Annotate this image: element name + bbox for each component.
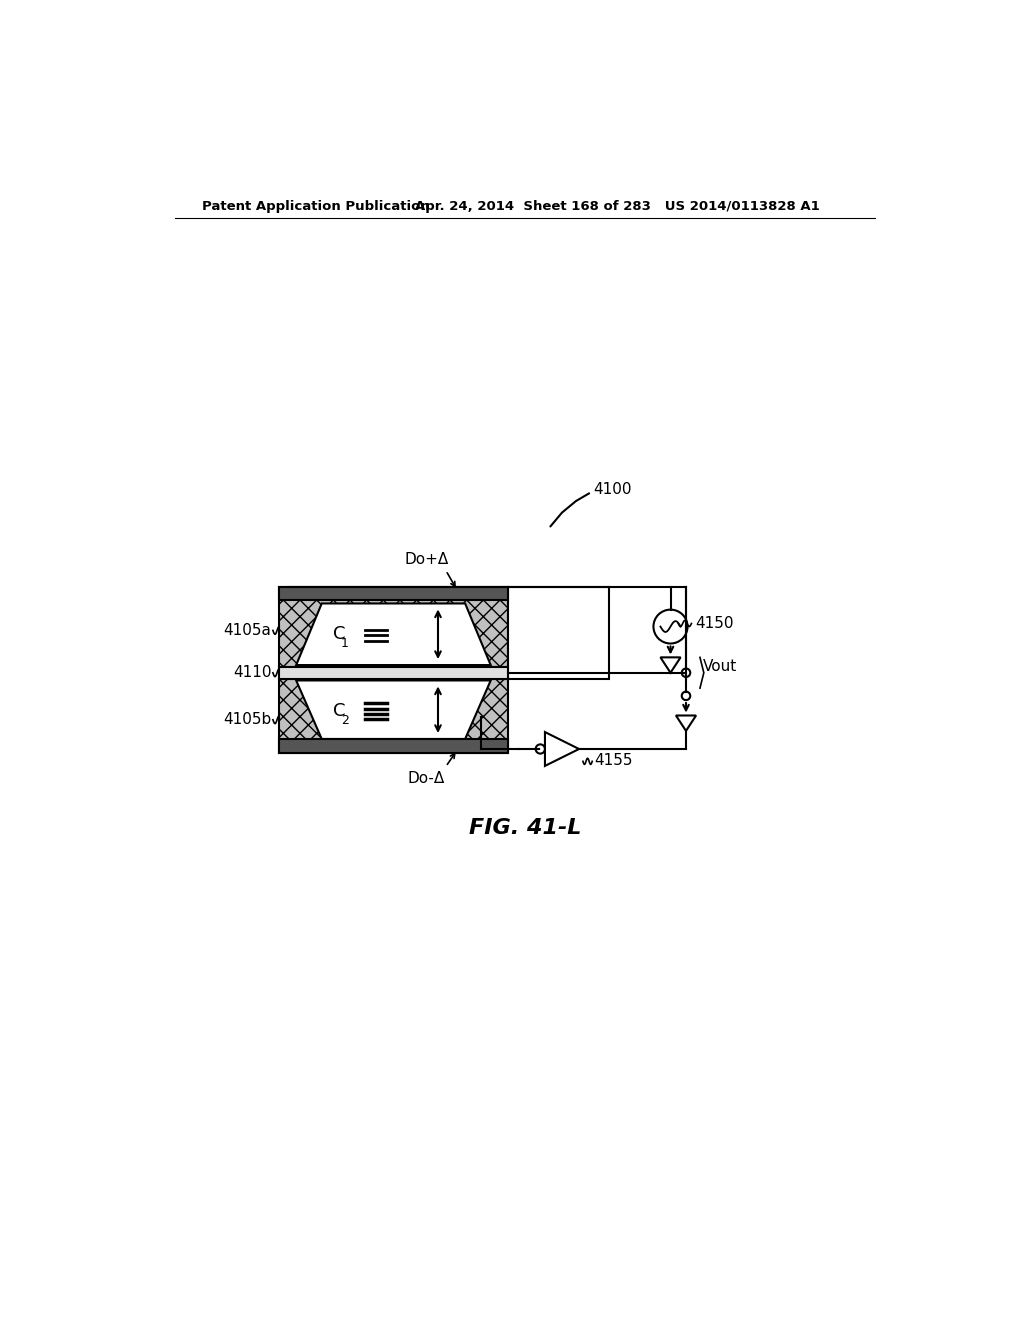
Text: 1: 1 bbox=[341, 638, 349, 649]
Text: Do+Δ: Do+Δ bbox=[404, 552, 449, 566]
Bar bbox=[280, 739, 508, 752]
Text: C: C bbox=[334, 626, 346, 643]
Polygon shape bbox=[296, 603, 490, 665]
Polygon shape bbox=[660, 657, 681, 673]
Text: 2: 2 bbox=[341, 714, 349, 727]
Bar bbox=[280, 678, 508, 752]
Text: C: C bbox=[334, 702, 346, 721]
Text: Vout: Vout bbox=[703, 659, 737, 675]
Polygon shape bbox=[676, 715, 696, 731]
Bar bbox=[280, 586, 508, 667]
Text: 4105a: 4105a bbox=[223, 623, 271, 638]
Text: 4110: 4110 bbox=[232, 665, 271, 680]
Text: Patent Application Publication: Patent Application Publication bbox=[202, 199, 429, 213]
Text: 4150: 4150 bbox=[695, 616, 734, 631]
Text: Do-Δ: Do-Δ bbox=[408, 771, 445, 785]
Text: 4155: 4155 bbox=[595, 752, 633, 768]
Text: 4105b: 4105b bbox=[223, 713, 271, 727]
Text: 4100: 4100 bbox=[593, 482, 632, 498]
Bar bbox=[280, 667, 508, 678]
Text: Apr. 24, 2014  Sheet 168 of 283   US 2014/0113828 A1: Apr. 24, 2014 Sheet 168 of 283 US 2014/0… bbox=[415, 199, 819, 213]
Bar bbox=[508, 586, 608, 678]
Polygon shape bbox=[545, 733, 579, 766]
Text: FIG. 41-L: FIG. 41-L bbox=[469, 818, 581, 838]
Polygon shape bbox=[296, 681, 490, 739]
Bar bbox=[280, 586, 508, 601]
